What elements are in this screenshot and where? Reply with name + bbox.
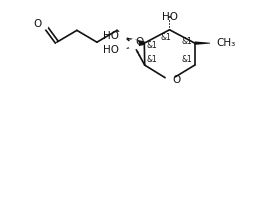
Text: HO: HO <box>103 45 119 55</box>
Polygon shape <box>194 41 214 45</box>
Text: HO: HO <box>161 12 177 22</box>
Text: O: O <box>171 75 180 85</box>
Text: &1: &1 <box>146 55 157 64</box>
Text: &1: &1 <box>181 55 191 64</box>
Text: &1: &1 <box>160 32 170 42</box>
Polygon shape <box>120 42 144 50</box>
Text: O: O <box>135 37 143 47</box>
Text: CH₃: CH₃ <box>215 38 234 48</box>
Text: O: O <box>33 19 41 29</box>
Text: &1: &1 <box>181 37 191 46</box>
Polygon shape <box>120 36 144 45</box>
Text: &1: &1 <box>146 41 157 50</box>
Text: HO: HO <box>103 31 119 41</box>
